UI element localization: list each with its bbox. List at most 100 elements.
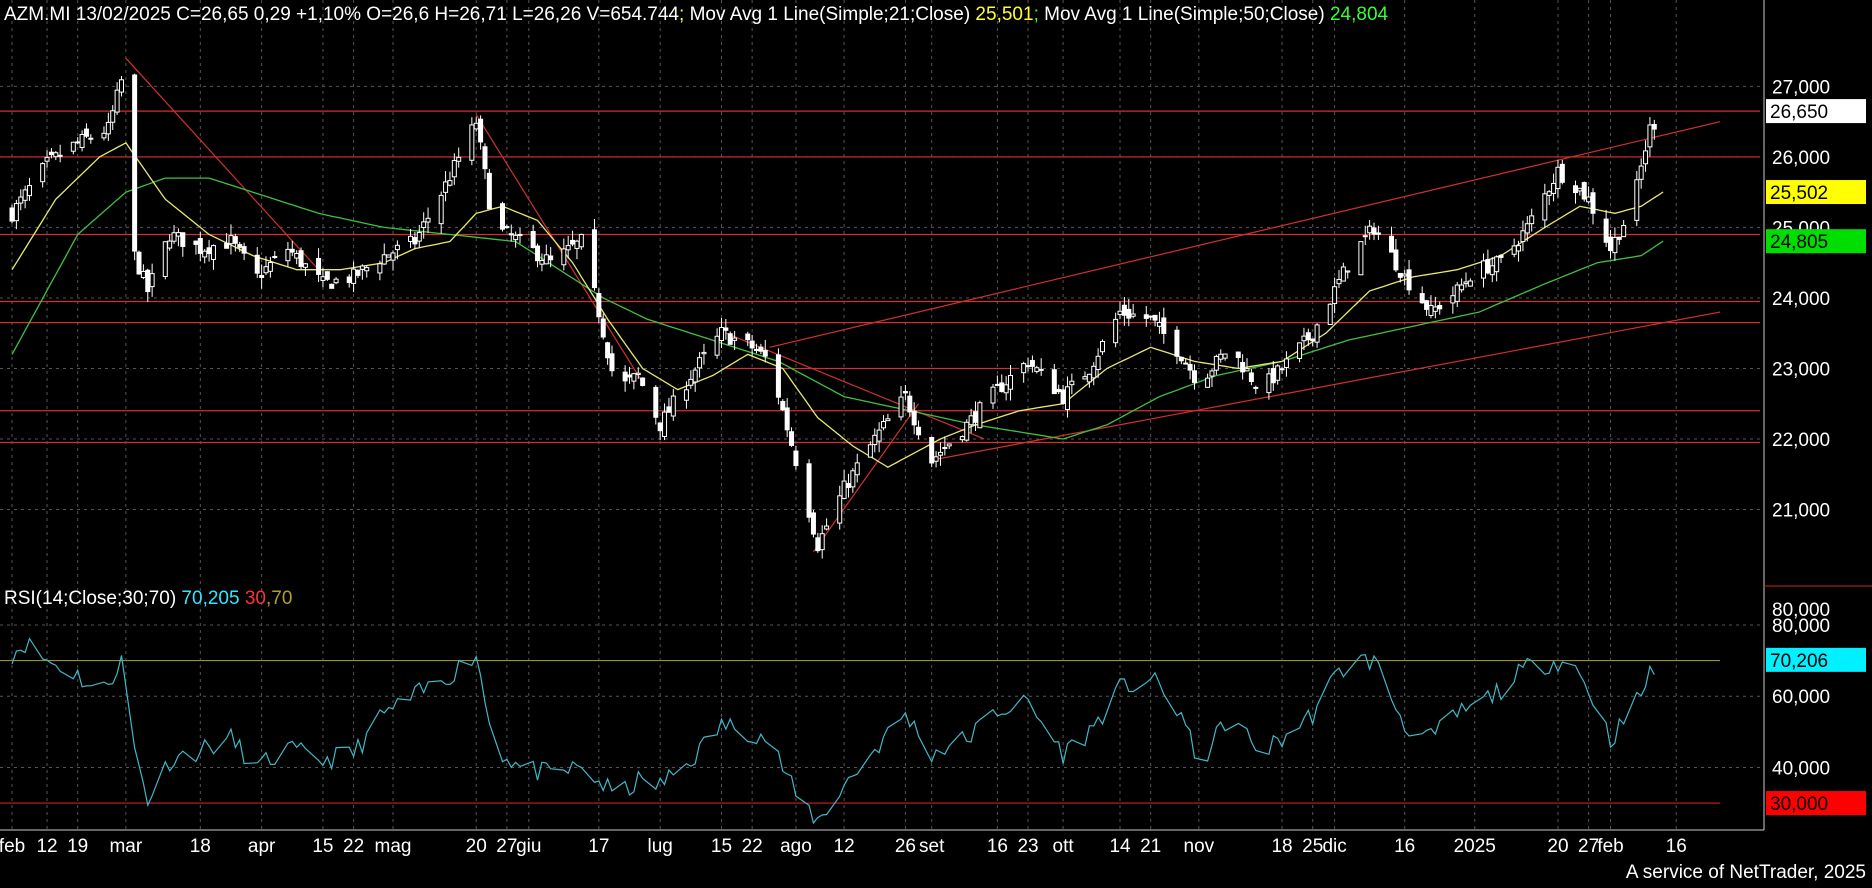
candle-body xyxy=(1086,373,1092,383)
candle-body xyxy=(929,436,935,464)
candle-body xyxy=(635,372,641,376)
candle-body xyxy=(964,421,970,441)
candle-body xyxy=(1310,338,1316,342)
candle-body xyxy=(443,181,449,193)
candle-body xyxy=(793,450,799,466)
candle-body xyxy=(806,463,812,518)
candle-body xyxy=(548,255,554,261)
candle-body xyxy=(1191,370,1197,383)
candle-body xyxy=(1222,353,1228,359)
candle-body xyxy=(469,124,475,161)
candle-body xyxy=(346,276,352,283)
candle-body xyxy=(1621,224,1627,238)
candle-body xyxy=(622,371,628,382)
rsi-30-tag-bg xyxy=(1766,791,1866,816)
candle-body xyxy=(175,232,181,237)
candle-body xyxy=(732,337,738,341)
candle-body xyxy=(745,333,751,341)
candle-body xyxy=(316,257,322,275)
ma50-line xyxy=(11,177,1664,440)
candle-body xyxy=(1406,269,1412,291)
candle-body xyxy=(1651,124,1657,130)
candle-body xyxy=(504,226,510,229)
candle-body xyxy=(1095,355,1101,371)
time-tick-label: feb xyxy=(0,836,25,857)
candle-body xyxy=(1117,310,1123,316)
candle-body xyxy=(670,395,676,417)
candle-body xyxy=(657,422,663,432)
candle-body xyxy=(333,278,339,284)
candle-body xyxy=(578,233,584,248)
candle-body xyxy=(933,456,939,462)
candle-body xyxy=(224,242,230,249)
candle-body xyxy=(1524,223,1530,234)
candle-body xyxy=(1213,355,1219,371)
candle-body xyxy=(1450,295,1456,304)
candle-body xyxy=(937,451,943,456)
candle-body xyxy=(1121,304,1127,316)
candle-body xyxy=(1126,308,1132,319)
candle-body xyxy=(451,160,457,178)
candle-body xyxy=(1608,236,1614,252)
candle-body xyxy=(574,240,580,249)
rsi-tick-label: 80,000 xyxy=(1772,616,1830,637)
candle-body xyxy=(1174,329,1180,357)
trendlines xyxy=(125,57,1721,553)
time-tick-label: giu xyxy=(516,836,541,857)
candle-body xyxy=(907,395,913,413)
price-candles xyxy=(9,73,1657,559)
candle-body xyxy=(1178,356,1184,362)
candle-body xyxy=(1529,215,1535,225)
candle-body xyxy=(1143,314,1149,319)
candle-body xyxy=(145,269,151,293)
rsi-value-tag: 70,206 xyxy=(1770,651,1828,672)
candle-body xyxy=(1559,163,1565,183)
candle-body xyxy=(206,247,212,255)
trendline xyxy=(125,57,320,271)
price-header: AZM.MI 13/02/2025 C=26,65 0,29 +1,10% O=… xyxy=(4,4,1388,26)
candle-body xyxy=(377,263,383,274)
candle-body xyxy=(911,410,917,426)
candle-body xyxy=(1432,306,1438,312)
candle-body xyxy=(1082,376,1088,380)
candle-body xyxy=(1051,369,1057,395)
time-tick-label: 23 xyxy=(1017,836,1038,857)
candle-body xyxy=(390,252,396,261)
candle-body xyxy=(1283,358,1289,368)
price-tick-label: 27,000 xyxy=(1772,77,1830,98)
ma21-tag-bg xyxy=(1766,180,1866,205)
time-tick-label: 18 xyxy=(1271,836,1292,857)
candle-body xyxy=(1266,373,1272,394)
candle-body xyxy=(110,110,116,123)
candle-body xyxy=(837,495,843,524)
ma50-tag-bg xyxy=(1766,229,1866,254)
candle-body xyxy=(1244,368,1250,372)
candle-body xyxy=(1064,386,1070,410)
time-tick-label: dic xyxy=(1322,836,1346,857)
candle-body xyxy=(1148,315,1154,318)
candle-body xyxy=(44,156,50,162)
time-tick-label: 27 xyxy=(496,836,517,857)
candle-body xyxy=(22,189,28,201)
candle-body xyxy=(977,402,983,429)
time-tick-label: 18 xyxy=(190,836,211,857)
candle-body xyxy=(867,444,873,458)
time-tick-label: 15 xyxy=(312,836,333,857)
rsi-legend-low: 30 xyxy=(239,588,266,609)
time-tick-label: 26 xyxy=(895,836,916,857)
price-tick-label: 22,000 xyxy=(1772,430,1830,451)
candle-body xyxy=(136,251,142,275)
candle-body xyxy=(968,415,974,426)
candle-body xyxy=(1590,192,1596,214)
candle-body xyxy=(1555,166,1561,190)
time-tick-label: 20 xyxy=(466,836,487,857)
candle-body xyxy=(1345,270,1351,273)
candle-body xyxy=(784,407,790,431)
candle-body xyxy=(447,180,453,186)
candle-body xyxy=(565,245,571,251)
ma21-line xyxy=(11,141,1664,468)
candle-body xyxy=(272,255,278,258)
candle-body xyxy=(364,267,370,272)
candle-body xyxy=(1029,360,1035,367)
